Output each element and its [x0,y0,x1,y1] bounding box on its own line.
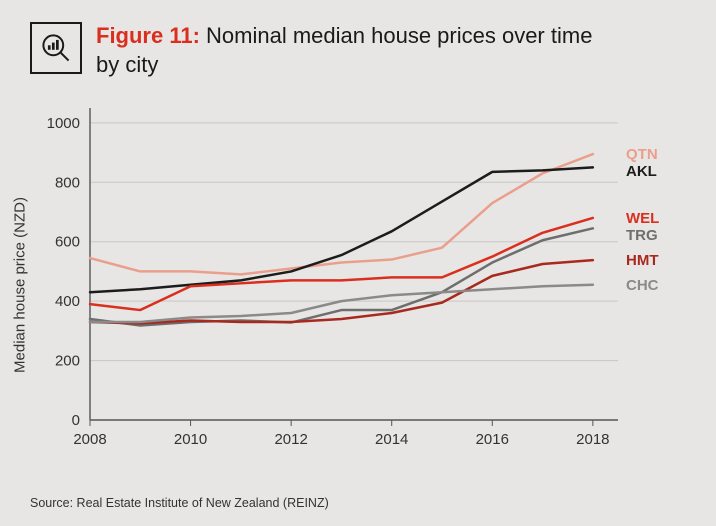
series-label-trg: TRG [626,227,658,244]
svg-text:2018: 2018 [576,431,609,448]
svg-text:600: 600 [55,234,80,251]
svg-text:400: 400 [55,293,80,310]
series-label-wel: WEL [626,210,659,227]
figure-label: Figure 11: [96,23,200,48]
chart-svg: 0 200 400 600 800 1000 2008 2010 2012 2014 2016 201… [30,100,686,470]
svg-text:2012: 2012 [274,431,307,448]
line-chart: Median house price (NZD) 020040060080010… [30,100,686,470]
series-label-hmt: HMT [626,252,659,269]
source-caption: Source: Real Estate Institute of New Zea… [30,496,329,510]
svg-text:800: 800 [55,174,80,191]
svg-text:2010: 2010 [174,431,207,448]
series-label-akl: AKL [626,163,657,180]
svg-text:1000: 1000 [47,115,80,132]
series-label-chc: CHC [626,277,659,294]
y-axis-label: Median house price (NZD) [12,197,29,373]
svg-text:2016: 2016 [476,431,509,448]
svg-text:0: 0 [72,412,80,429]
svg-text:2008: 2008 [73,431,106,448]
svg-text:200: 200 [55,353,80,370]
svg-text:2014: 2014 [375,431,408,448]
series-label-qtn: QTN [626,146,658,163]
chart-header: Figure 11: Nominal median house prices o… [0,0,716,89]
chart-title: Figure 11: Nominal median house prices o… [96,22,596,79]
chart-icon [30,22,82,74]
